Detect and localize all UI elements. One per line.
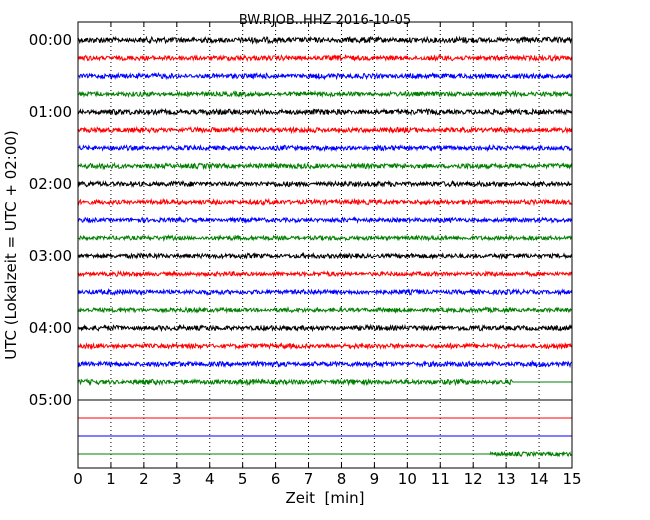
- trace-0345: [77, 306, 573, 315]
- x-tick-label: 12: [464, 470, 483, 488]
- plot-frame: [77, 21, 573, 469]
- y-tick-label: 05:00: [29, 391, 72, 409]
- x-tick-label: 0: [73, 470, 83, 488]
- trace-0330: [77, 287, 573, 297]
- chart-title: BW.RJOB..HHZ 2016-10-05: [239, 13, 411, 28]
- trace-0215: [77, 197, 572, 207]
- y-tick-label: 00:00: [29, 31, 72, 49]
- x-tick-label: 2: [139, 470, 149, 488]
- y-tick-label: 01:00: [29, 103, 72, 121]
- trace-0045: [77, 89, 573, 99]
- trace-0315: [77, 269, 573, 278]
- trace-0230: [77, 215, 573, 225]
- y-tick-label: 02:00: [29, 175, 72, 193]
- trace-0200: [77, 179, 573, 189]
- trace-0115: [77, 125, 573, 135]
- trace-lines: [77, 35, 573, 458]
- x-tick-label: 6: [271, 470, 281, 488]
- trace-0015: [77, 53, 573, 62]
- trace-0400: [77, 323, 573, 333]
- x-tick-label: 5: [238, 470, 248, 488]
- trace-0100: [77, 107, 573, 117]
- x-tick-label: 1: [106, 470, 116, 488]
- x-axis-ticks: 0 1 2 3 4 5 6 7 8 9 10 11 12 13 14 15: [73, 22, 582, 488]
- y-axis-label: UTC (Lokalzeit = UTC + 02:00): [2, 130, 20, 360]
- trace-0130: [77, 143, 572, 153]
- x-tick-label: 13: [497, 470, 516, 488]
- trace-0545: [78, 450, 573, 458]
- trace-0145: [77, 161, 573, 171]
- trace-0245: [77, 233, 572, 243]
- x-tick-label: 3: [172, 470, 182, 488]
- trace-0030: [77, 71, 573, 81]
- x-tick-label: 9: [370, 470, 380, 488]
- trace-0300: [77, 251, 573, 260]
- x-tick-label: 14: [530, 470, 549, 488]
- y-tick-label: 04:00: [29, 319, 72, 337]
- x-axis-label: Zeit [min]: [285, 489, 364, 507]
- x-tick-label: 11: [431, 470, 450, 488]
- trace-0430: [77, 359, 572, 369]
- x-tick-label: 4: [205, 470, 215, 488]
- x-tick-label: 8: [337, 470, 347, 488]
- trace-0415: [77, 341, 573, 351]
- x-tick-label: 15: [562, 470, 581, 488]
- x-tick-label: 7: [304, 470, 314, 488]
- trace-0000: [77, 35, 573, 45]
- y-axis-ticks: 00:00 01:00 02:00 03:00 04:00 05:00: [29, 31, 572, 409]
- x-tick-label: 10: [398, 470, 417, 488]
- trace-0445: [77, 377, 572, 387]
- vertical-grid: [110, 22, 540, 468]
- y-tick-label: 03:00: [29, 247, 72, 265]
